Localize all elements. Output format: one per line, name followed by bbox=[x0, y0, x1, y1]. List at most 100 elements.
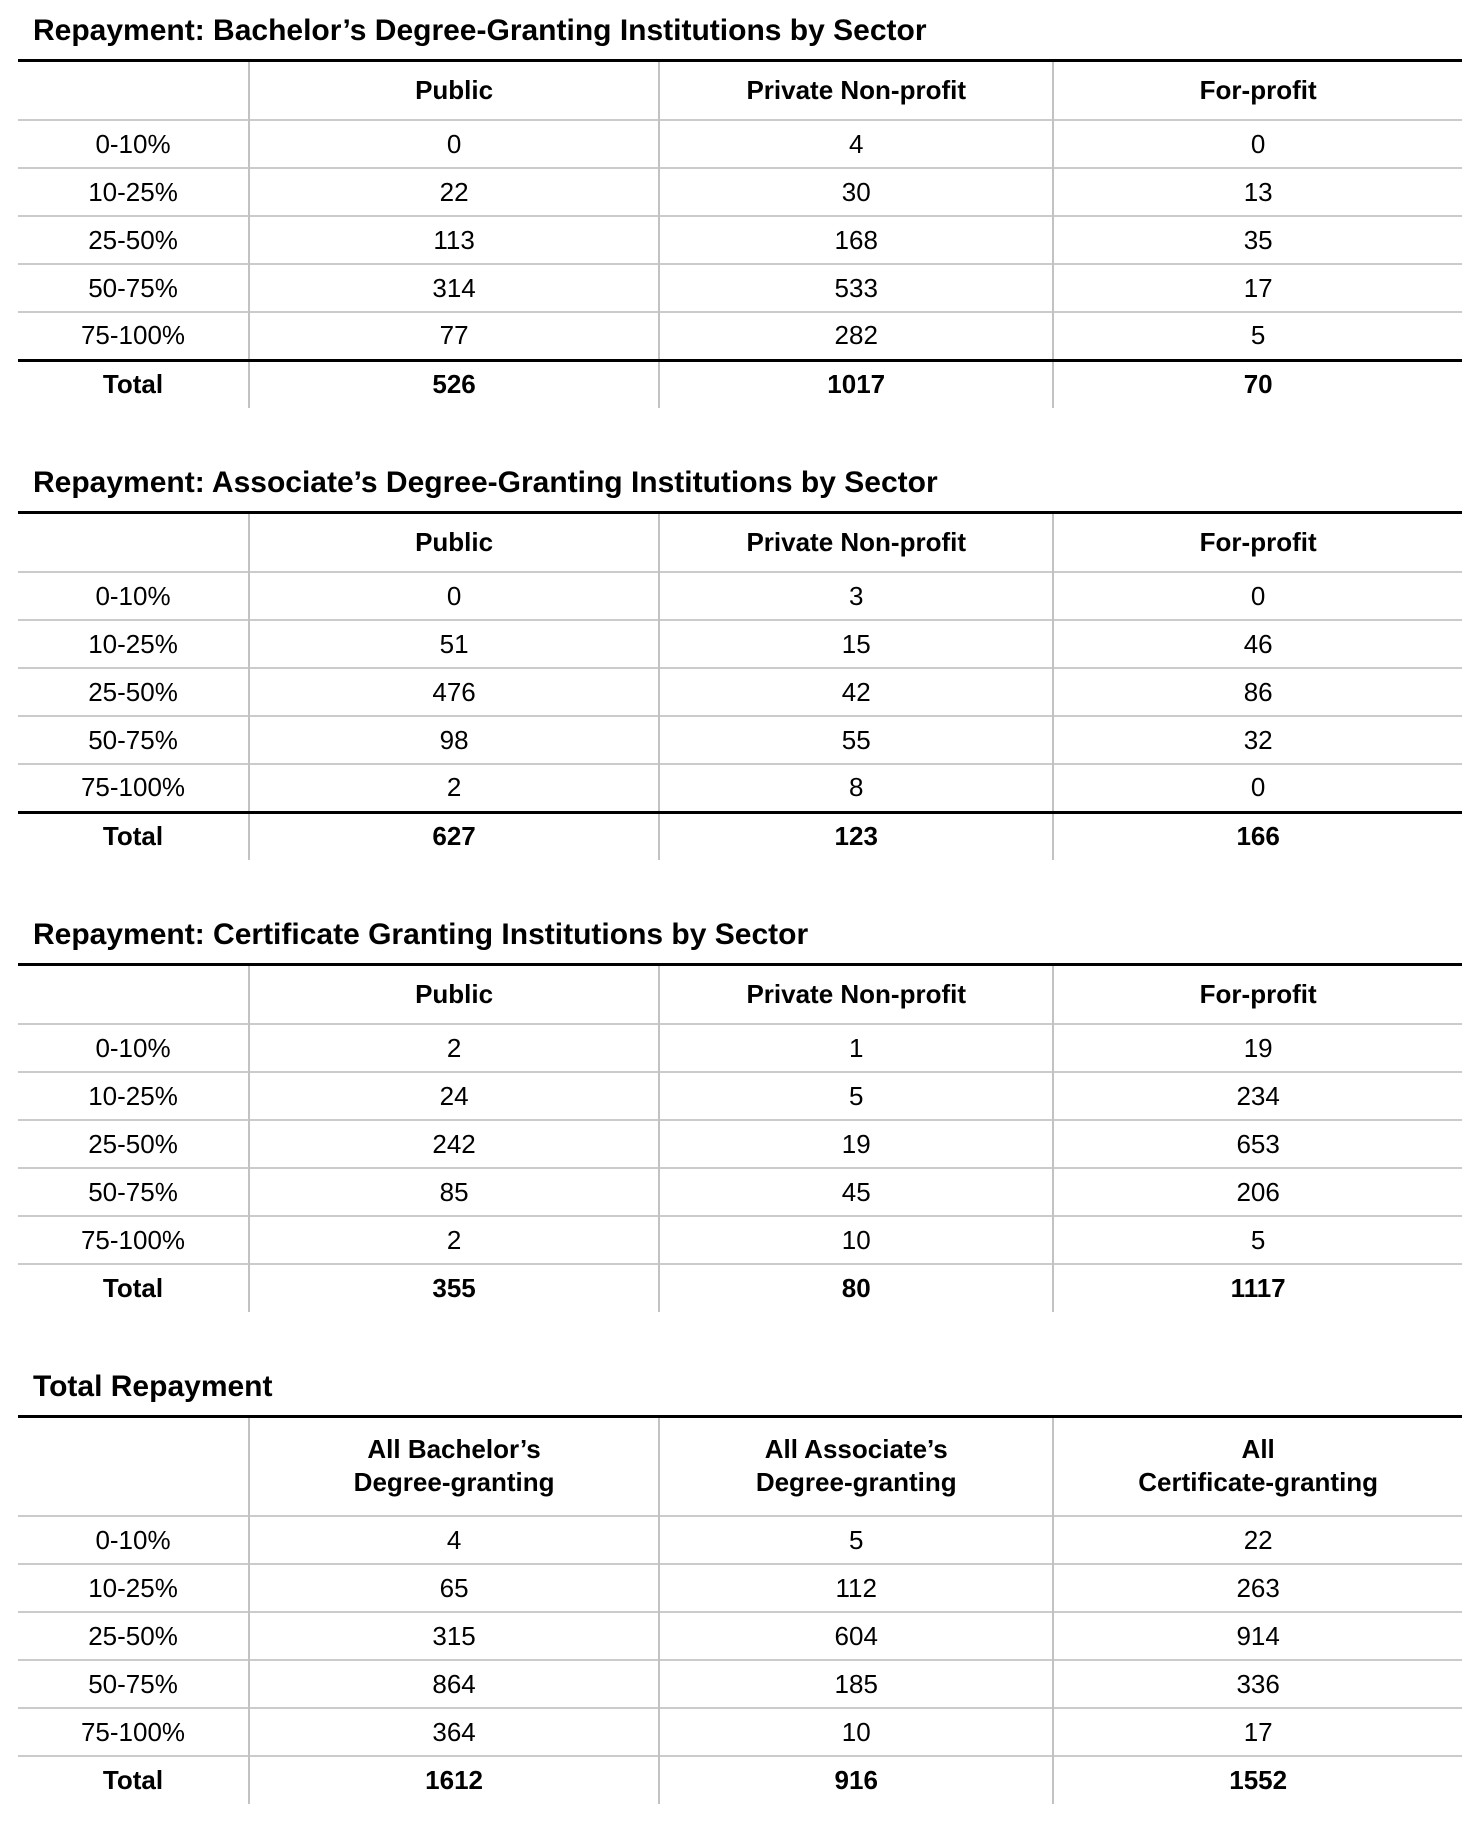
value-cell: 32 bbox=[1052, 715, 1462, 764]
column-header-line: All bbox=[1241, 1434, 1275, 1465]
row-label: 0-10% bbox=[18, 1023, 250, 1072]
value-cell: 35 bbox=[1052, 215, 1462, 264]
corner-cell bbox=[18, 60, 249, 120]
value-cell: 2 bbox=[248, 1215, 660, 1264]
column-header: For-profit bbox=[1052, 512, 1462, 572]
column-header-line: All Bachelor’s bbox=[367, 1434, 541, 1465]
row-label: 25-50% bbox=[18, 215, 250, 264]
value-cell: 0 bbox=[1052, 571, 1462, 620]
value-cell: 19 bbox=[658, 1119, 1054, 1168]
value-cell: 51 bbox=[248, 619, 660, 668]
column-header-line: For-profit bbox=[1199, 978, 1317, 1009]
row-label: 75-100% bbox=[18, 763, 250, 812]
value-cell: 206 bbox=[1052, 1167, 1462, 1216]
data-row: 10-25% 51 15 46 bbox=[18, 619, 1462, 668]
total-label: Total bbox=[18, 1755, 250, 1804]
header-row: Public Private Non-profit For-profit bbox=[18, 964, 1462, 1024]
value-cell: 4 bbox=[658, 119, 1054, 168]
total-value-cell: 166 bbox=[1052, 810, 1462, 860]
value-cell: 22 bbox=[1052, 1515, 1462, 1564]
value-cell: 45 bbox=[658, 1167, 1054, 1216]
value-cell: 2 bbox=[248, 1023, 660, 1072]
data-row: 0-10% 2 1 19 bbox=[18, 1023, 1462, 1072]
data-row: 0-10% 4 5 22 bbox=[18, 1515, 1462, 1564]
value-cell: 336 bbox=[1052, 1659, 1462, 1708]
row-label: 0-10% bbox=[18, 1515, 250, 1564]
value-cell: 263 bbox=[1052, 1563, 1462, 1612]
row-label: 75-100% bbox=[18, 1707, 250, 1756]
column-header: Public bbox=[248, 512, 660, 572]
row-label: 50-75% bbox=[18, 1659, 250, 1708]
data-row: 25-50% 242 19 653 bbox=[18, 1119, 1462, 1168]
row-label: 0-10% bbox=[18, 119, 250, 168]
total-value-cell: 627 bbox=[248, 810, 660, 860]
section-title: Total Repayment bbox=[33, 1370, 273, 1403]
value-cell: 476 bbox=[248, 667, 660, 716]
total-value-cell: 1017 bbox=[658, 358, 1054, 408]
value-cell: 4 bbox=[248, 1515, 660, 1564]
value-cell: 604 bbox=[658, 1611, 1054, 1660]
column-header: Private Non-profit bbox=[658, 512, 1054, 572]
data-row: 50-75% 864 185 336 bbox=[18, 1659, 1462, 1708]
value-cell: 282 bbox=[658, 311, 1054, 360]
data-row: 0-10% 0 4 0 bbox=[18, 119, 1462, 168]
data-row: 25-50% 315 604 914 bbox=[18, 1611, 1462, 1660]
value-cell: 314 bbox=[248, 263, 660, 312]
section-title: Repayment: Associate’s Degree-Granting I… bbox=[33, 466, 938, 499]
total-value-cell: 80 bbox=[658, 1263, 1054, 1312]
value-cell: 17 bbox=[1052, 263, 1462, 312]
value-cell: 42 bbox=[658, 667, 1054, 716]
section-bachelors-by-sector: Repayment: Bachelor’s Degree-Granting In… bbox=[18, 14, 1462, 408]
row-label: 10-25% bbox=[18, 1071, 250, 1120]
column-header-line: Certificate-granting bbox=[1138, 1467, 1379, 1498]
value-cell: 364 bbox=[248, 1707, 660, 1756]
column-header: Private Non-profit bbox=[658, 60, 1054, 120]
data-row: 10-25% 65 112 263 bbox=[18, 1563, 1462, 1612]
total-row: Total 526 1017 70 bbox=[18, 358, 1462, 408]
column-header: Private Non-profit bbox=[658, 964, 1054, 1024]
row-label: 10-25% bbox=[18, 1563, 250, 1612]
column-header: Public bbox=[248, 964, 660, 1024]
value-cell: 65 bbox=[248, 1563, 660, 1612]
value-cell: 185 bbox=[658, 1659, 1054, 1708]
value-cell: 98 bbox=[248, 715, 660, 764]
total-value-cell: 526 bbox=[248, 358, 660, 408]
data-row: 75-100% 364 10 17 bbox=[18, 1707, 1462, 1756]
value-cell: 5 bbox=[1052, 311, 1462, 360]
column-header: For-profit bbox=[1052, 964, 1462, 1024]
value-cell: 113 bbox=[248, 215, 660, 264]
total-value-cell: 355 bbox=[248, 1263, 660, 1312]
value-cell: 315 bbox=[248, 1611, 660, 1660]
value-cell: 5 bbox=[658, 1515, 1054, 1564]
total-row: Total 355 80 1117 bbox=[18, 1263, 1462, 1312]
total-value-cell: 1117 bbox=[1052, 1263, 1462, 1312]
value-cell: 10 bbox=[658, 1707, 1054, 1756]
column-header-line: For-profit bbox=[1199, 526, 1317, 557]
row-label: 75-100% bbox=[18, 311, 250, 360]
value-cell: 234 bbox=[1052, 1071, 1462, 1120]
value-cell: 24 bbox=[248, 1071, 660, 1120]
section-total-repayment: Total Repayment All Bachelor’s Degree-gran… bbox=[18, 1370, 1462, 1804]
value-cell: 112 bbox=[658, 1563, 1054, 1612]
total-label: Total bbox=[18, 358, 250, 408]
table-associates-by-sector: Public Private Non-profit For-profit 0-10% 0… bbox=[18, 510, 1462, 860]
value-cell: 2 bbox=[248, 763, 660, 812]
row-label: 50-75% bbox=[18, 1167, 250, 1216]
table-bachelors-by-sector: Public Private Non-profit For-profit 0-10% 0… bbox=[18, 58, 1462, 408]
total-value-cell: 916 bbox=[658, 1755, 1054, 1804]
data-row: 0-10% 0 3 0 bbox=[18, 571, 1462, 620]
table-total-repayment: All Bachelor’s Degree-granting All Associa… bbox=[18, 1414, 1462, 1804]
column-header: All Associate’s Degree-granting bbox=[658, 1416, 1054, 1516]
data-row: 75-100% 77 282 5 bbox=[18, 311, 1462, 360]
total-value-cell: 70 bbox=[1052, 358, 1462, 408]
column-header: All Bachelor’s Degree-granting bbox=[248, 1416, 660, 1516]
total-label: Total bbox=[18, 1263, 250, 1312]
column-header-line: For-profit bbox=[1199, 74, 1317, 105]
column-header-line: Private Non-profit bbox=[746, 74, 967, 105]
repayment-tables-document: Repayment: Bachelor’s Degree-Granting In… bbox=[18, 14, 1462, 1804]
header-row: Public Private Non-profit For-profit bbox=[18, 60, 1462, 120]
value-cell: 0 bbox=[1052, 763, 1462, 812]
value-cell: 0 bbox=[248, 571, 660, 620]
section-certificate-by-sector: Repayment: Certificate Granting Institut… bbox=[18, 918, 1462, 1312]
value-cell: 85 bbox=[248, 1167, 660, 1216]
